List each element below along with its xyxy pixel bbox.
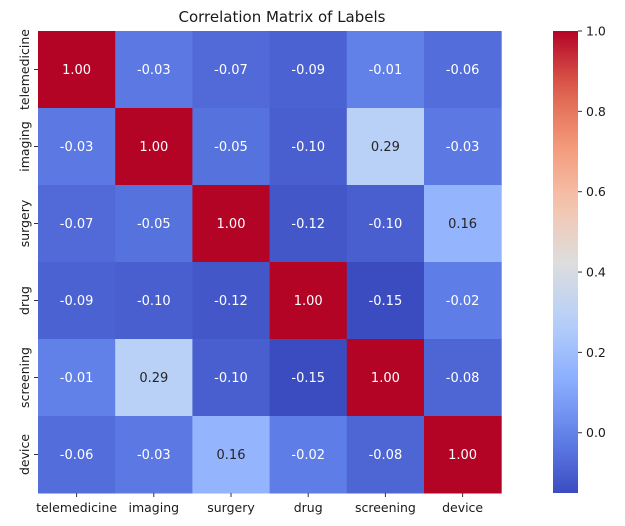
cell-value-label: -0.05 (214, 140, 248, 155)
x-axis: telemedicine imaging surgery drug screening d… (36, 493, 483, 515)
heatmap-cell (192, 416, 271, 494)
colorbar-gradient (553, 31, 578, 493)
heatmap-cell (346, 262, 425, 340)
x-tick-label: imaging (129, 500, 180, 515)
y-tick-label: imaging (17, 121, 32, 172)
cell-value-label: -0.10 (369, 217, 403, 232)
cell-value-label: -0.06 (446, 63, 480, 78)
cell-value-label: -0.06 (60, 448, 94, 463)
colorbar-tick-label: 0.8 (586, 104, 606, 119)
heatmap-cell (269, 185, 348, 263)
colorbar: 0.0 0.2 0.4 0.6 0.8 1.0 (553, 24, 606, 493)
heatmap-cell (346, 416, 425, 494)
cell-value-label: -0.02 (291, 448, 325, 463)
x-tick-label: telemedicine (36, 500, 117, 515)
cell-value-label: 1.00 (62, 63, 91, 78)
cell-value-label: 1.00 (371, 371, 400, 386)
heatmap-cell (192, 339, 271, 417)
y-axis: telemedicine imaging surgery drug screening d… (17, 29, 38, 475)
cell-value-label: -0.10 (214, 371, 248, 386)
cell-value-label: 1.00 (294, 294, 323, 309)
colorbar-tick-label: 0.0 (586, 425, 606, 440)
heatmap-cell (269, 31, 348, 109)
cell-value-label: -0.03 (60, 140, 94, 155)
cell-value-label: -0.10 (291, 140, 325, 155)
cell-value-label: -0.12 (291, 217, 325, 232)
cell-value-label: -0.02 (446, 294, 480, 309)
heatmap-cell (38, 339, 116, 417)
y-tick-label: device (17, 434, 32, 475)
colorbar-tick-label: 0.6 (586, 184, 606, 199)
cell-value-label: -0.10 (137, 294, 171, 309)
colorbar-tick-label: 0.4 (586, 265, 606, 280)
cell-value-label: 1.00 (448, 448, 477, 463)
colorbar-tick-label: 0.2 (586, 345, 606, 360)
y-tick-label: screening (17, 347, 32, 408)
x-tick-label: drug (294, 500, 323, 515)
y-tick-label: surgery (17, 199, 32, 247)
heatmap-cell (192, 185, 271, 263)
heatmap-cell (346, 339, 425, 417)
chart-title: Correlation Matrix of Labels (179, 8, 386, 26)
heatmap-cells: 1.00 -0.03 -0.07 -0.09 -0.01 -0.06 -0.03 1.00 -0… (38, 31, 502, 494)
x-tick-label: device (442, 500, 483, 515)
heatmap-cell (269, 262, 348, 340)
heatmap-cell (269, 416, 348, 494)
cell-value-label: -0.12 (214, 294, 248, 309)
colorbar-tick-label: 1.0 (586, 24, 606, 39)
heatmap-cell (269, 108, 348, 186)
cell-value-label: -0.01 (60, 371, 94, 386)
x-tick-label: screening (355, 500, 416, 515)
heatmap-cell (346, 108, 425, 186)
heatmap-cell (115, 108, 193, 186)
heatmap-cell (346, 31, 425, 109)
cell-value-label: -0.09 (291, 63, 325, 78)
cell-value-label: -0.08 (369, 448, 403, 463)
y-tick-label: drug (17, 286, 32, 315)
cell-value-label: -0.05 (137, 217, 171, 232)
cell-value-label: -0.03 (137, 448, 171, 463)
cell-value-label: 0.29 (371, 140, 400, 155)
heatmap-cell (38, 185, 116, 263)
heatmap-cell (38, 108, 116, 186)
cell-value-label: 0.16 (217, 448, 246, 463)
cell-value-label: -0.15 (291, 371, 325, 386)
cell-value-label: 0.16 (448, 217, 477, 232)
heatmap-cell (424, 108, 502, 186)
heatmap-cell (38, 31, 116, 109)
cell-value-label: -0.09 (60, 294, 94, 309)
y-tick-label: telemedicine (17, 29, 32, 110)
cell-value-label: -0.07 (60, 217, 94, 232)
cell-value-label: -0.08 (446, 371, 480, 386)
cell-value-label: -0.15 (369, 294, 403, 309)
heatmap-cell (115, 31, 193, 109)
heatmap-cell (192, 262, 271, 340)
heatmap-cell (424, 339, 502, 417)
heatmap-cell (192, 31, 271, 109)
cell-value-label: -0.03 (446, 140, 480, 155)
heatmap-cell (424, 185, 502, 263)
heatmap-cell (269, 339, 348, 417)
cell-value-label: -0.01 (369, 63, 403, 78)
cell-value-label: -0.07 (214, 63, 248, 78)
heatmap-cell (424, 31, 502, 109)
heatmap-cell (192, 108, 271, 186)
cell-value-label: 1.00 (217, 217, 246, 232)
cell-value-label: 0.29 (139, 371, 168, 386)
heatmap-cell (424, 262, 502, 340)
heatmap-cell (115, 339, 193, 417)
heatmap-cell (115, 185, 193, 263)
cell-value-label: -0.03 (137, 63, 171, 78)
cell-value-label: 1.00 (139, 140, 168, 155)
x-tick-label: surgery (207, 500, 255, 515)
heatmap-cell (38, 262, 116, 340)
heatmap-cell (38, 416, 116, 494)
heatmap-cell (115, 416, 193, 494)
heatmap-cell (346, 185, 425, 263)
heatmap-cell (115, 262, 193, 340)
heatmap-cell (424, 416, 502, 494)
